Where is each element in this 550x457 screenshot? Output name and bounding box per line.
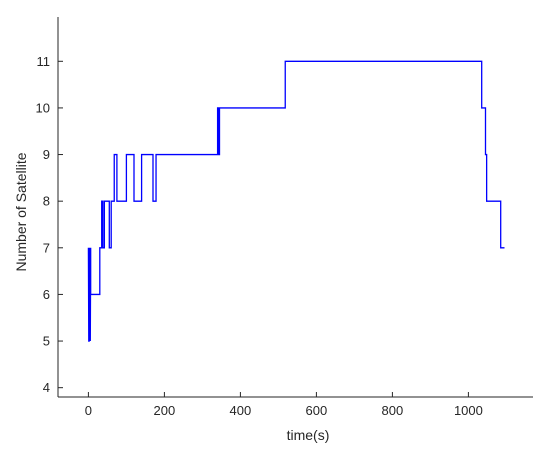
x-tick-label: 600 <box>306 403 328 418</box>
x-tick-label: 800 <box>382 403 404 418</box>
y-tick-label: 10 <box>36 100 50 115</box>
x-axis-label: time(s) <box>287 427 330 443</box>
y-tick-label: 5 <box>43 334 50 349</box>
series-layer <box>87 60 505 342</box>
y-tick-label: 6 <box>43 287 50 302</box>
x-tick-label: 200 <box>154 403 176 418</box>
y-tick-label: 4 <box>43 380 50 395</box>
x-tick-label: 1000 <box>454 403 483 418</box>
y-tick-label: 7 <box>43 240 50 255</box>
x-tick-label: 0 <box>85 403 92 418</box>
y-tick-label: 8 <box>43 194 50 209</box>
axes <box>57 17 533 398</box>
y-tick-label: 9 <box>43 147 50 162</box>
y-tick-label: 11 <box>37 54 51 69</box>
y-axis-label: Number of Satellite <box>13 152 29 271</box>
tick-marks: 0 200 400 600 800 1000 4 5 6 7 8 9 10 11 <box>36 54 483 418</box>
x-tick-label: 400 <box>230 403 252 418</box>
series-line <box>87 60 505 342</box>
